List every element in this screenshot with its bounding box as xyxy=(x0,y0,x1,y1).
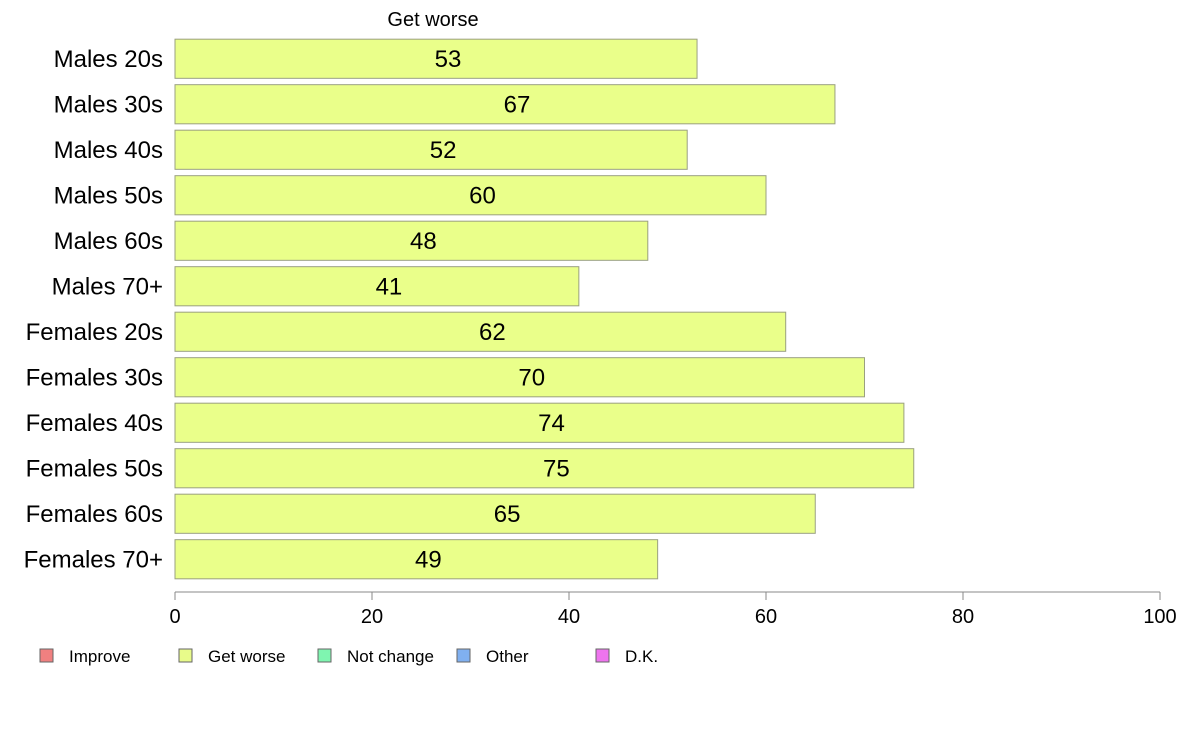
bar xyxy=(174,266,580,307)
value-label: 48 xyxy=(410,228,437,255)
bar xyxy=(174,402,905,443)
x-tick-label: 100 xyxy=(1143,606,1176,628)
value-label: 70 xyxy=(518,364,545,391)
bar xyxy=(174,38,698,79)
x-axis: 0 20 40 60 80 100 xyxy=(169,591,1177,628)
legend-label: Improve xyxy=(69,647,130,666)
category-label: Females 30s xyxy=(26,364,163,391)
legend-swatch xyxy=(178,648,193,663)
x-tick-label: 20 xyxy=(361,606,383,628)
category-label: Females 40s xyxy=(26,410,163,437)
value-label: 53 xyxy=(435,46,462,73)
chart-header: Get worse xyxy=(387,9,478,31)
x-tick-label: 40 xyxy=(558,606,580,628)
bar xyxy=(174,539,659,580)
value-label: 41 xyxy=(376,273,403,300)
bar xyxy=(174,129,688,170)
category-label: Females 60s xyxy=(26,501,163,528)
bar xyxy=(174,448,915,489)
category-label: Males 60s xyxy=(54,228,163,255)
category-label: Females 50s xyxy=(26,455,163,482)
x-tick-label: 60 xyxy=(755,606,777,628)
category-label: Males 20s xyxy=(54,46,163,73)
category-label: Males 30s xyxy=(54,91,163,118)
value-label: 52 xyxy=(430,137,457,164)
legend-label: Get worse xyxy=(208,647,285,666)
bars-group: Males 20s 53 Males 30s 67 Males 40s 52 Males 5… xyxy=(24,38,915,580)
x-tick-label: 0 xyxy=(169,606,180,628)
legend-label: Not change xyxy=(347,647,434,666)
x-tick-label: 80 xyxy=(952,606,974,628)
bar xyxy=(174,175,767,216)
value-label: 62 xyxy=(479,319,506,346)
bar xyxy=(174,311,787,352)
legend-label: D.K. xyxy=(625,647,658,666)
legend-swatch xyxy=(317,648,332,663)
legend-swatch xyxy=(595,648,610,663)
category-label: Males 50s xyxy=(54,182,163,209)
category-label: Males 70+ xyxy=(52,273,163,300)
bar xyxy=(174,220,649,261)
legend-swatch xyxy=(456,648,471,663)
value-label: 67 xyxy=(504,91,531,118)
bar xyxy=(174,357,865,398)
category-label: Males 40s xyxy=(54,137,163,164)
legend-swatch xyxy=(39,648,54,663)
value-label: 74 xyxy=(538,410,565,437)
legend-label: Other xyxy=(486,647,529,666)
value-label: 65 xyxy=(494,501,521,528)
value-label: 60 xyxy=(469,182,496,209)
category-label: Females 20s xyxy=(26,319,163,346)
bar xyxy=(174,493,816,534)
value-label: 49 xyxy=(415,546,442,573)
bar xyxy=(174,84,836,125)
value-label: 75 xyxy=(543,455,570,482)
legend: Improve Get worse Not change Other D.K. xyxy=(39,647,658,666)
category-label: Females 70+ xyxy=(24,546,163,573)
